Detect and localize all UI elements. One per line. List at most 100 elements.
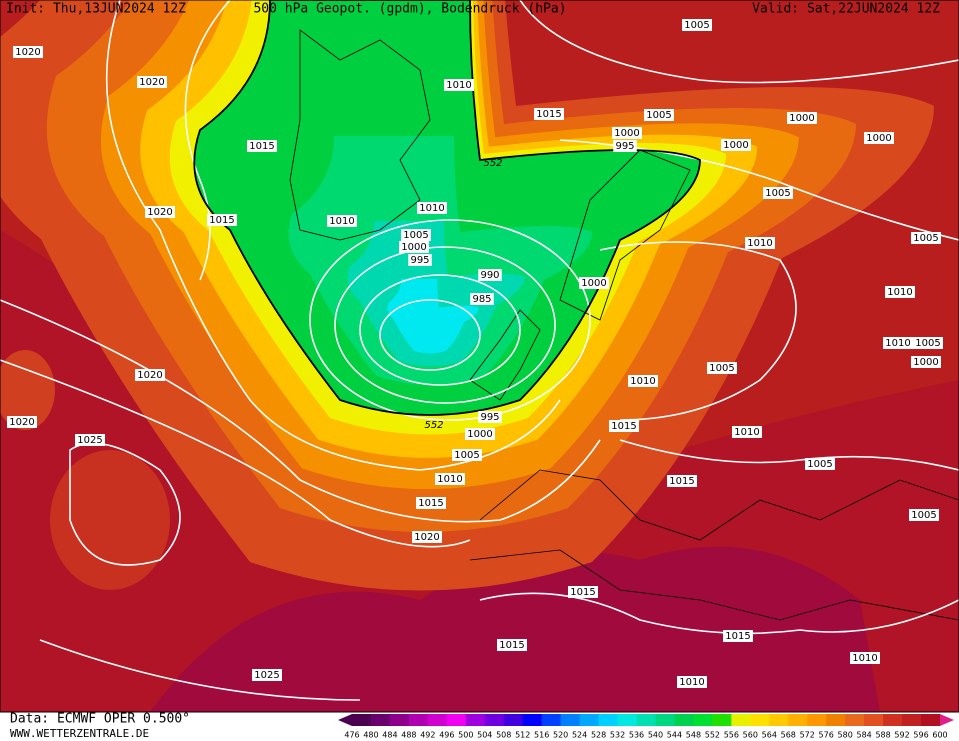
isobar [0,359,471,548]
isobar-label-box [478,411,502,423]
scale-label: 540 [648,731,663,740]
isobar-label-box [787,112,817,124]
isobar-label: 1005 [646,110,671,121]
scale-label: 504 [477,731,492,740]
scale-label: 484 [382,731,397,740]
scale-bin [731,714,751,726]
coastline [469,549,959,621]
isobar-label: 1000 [789,113,814,124]
isobar-label-box [470,293,494,305]
scale-label: 584 [856,731,871,740]
isobar-label: 1020 [414,532,439,543]
isobar-label: 1020 [9,417,34,428]
isobar-label: 1010 [734,427,759,438]
scale-label: 560 [743,731,758,740]
isobar-label: 1000 [866,133,891,144]
isobar [379,299,481,371]
scale-bin [693,714,713,726]
map-frame [0,0,959,713]
scale-label: 536 [629,731,644,740]
isobar-label: 1015 [536,109,561,120]
coastline [469,309,541,401]
scale-bin [807,714,827,726]
isobar-label-box [497,639,527,651]
isobar [334,246,556,404]
isobar-label-box [628,375,658,387]
isobar-label-box [13,46,43,58]
isobar [619,439,959,471]
isobar-label-box [707,362,737,374]
scale-bin [598,714,619,726]
isobar-label: 1020 [15,47,40,58]
isobar-label: 1000 [723,140,748,151]
map-area [0,0,959,712]
scale-bin [560,714,581,726]
isobar-label: 1015 [249,141,274,152]
isobar-label: 1020 [137,370,162,381]
isobar-label-box [911,356,941,368]
scale-bin [408,714,429,726]
map-title: 500 hPa Geopot. (gpdm), Bodendruck (hPa) [253,2,566,17]
isobar-label-box [399,241,429,253]
isobar-label: 1010 [630,376,655,387]
isobar-label-box [805,458,835,470]
isobar-label: 1005 [807,459,832,470]
scale-bin [883,714,903,726]
scale-label: 480 [363,731,378,740]
coastline [479,469,959,541]
isobar-label-box [612,127,642,139]
isobar-label-box [723,630,753,642]
isobar-label-box [864,132,894,144]
isobar-label: 1005 [765,188,790,199]
isobar-label-box [401,229,431,241]
isobar-label-box [327,215,357,227]
isobar-label-box [534,108,564,120]
isobar-label-box [435,473,465,485]
scale-label: 572 [800,731,815,740]
isobar-label-box [252,669,282,681]
isobar-label: 1010 [679,677,704,688]
scale-bin [750,714,770,726]
scale-bin [712,714,732,726]
scale-label: 524 [572,731,587,740]
isobar-label: 1015 [499,640,524,651]
isobar [105,0,561,471]
scale-bin [769,714,789,726]
isobar-label-box [682,19,712,31]
color-scale: 476 480 484 488 492 496 500 504 508 512 516 520 524 5… [338,714,954,740]
isobar-label: 995 [410,255,429,266]
init-time: Init: Thu,13JUN2024 12Z [6,2,186,17]
scale-label: 516 [534,731,549,740]
isobar-label-box [667,475,697,487]
isobar [39,639,361,701]
field-patch [50,450,170,590]
isobar-label: 1000 [581,278,606,289]
isobar-label: 995 [615,141,634,152]
isobar-label: 1000 [913,357,938,368]
isobar-label: 995 [480,412,499,423]
scale-label: 576 [819,731,834,740]
isobar-label: 1005 [913,233,938,244]
data-source: Data: ECMWF OPER 0.500° [10,712,190,727]
isobar-label-box [644,109,674,121]
isobar-label: 1010 [446,80,471,91]
scale-arrow-right [940,714,954,726]
isobar-label: 1000 [401,242,426,253]
scale-bin [370,714,391,726]
scale-label: 520 [553,731,568,740]
isobar-label: 1020 [147,207,172,218]
isobar-labels: 1020 1020 1015 1020 1015 1010 1010 1010 1015 1005… [7,19,943,688]
scale-bin [579,714,600,726]
contour-552 [193,0,701,416]
scale-label: 532 [610,731,625,740]
isobar-label: 1025 [254,670,279,681]
isobar-label-box [7,416,37,428]
isobar-label-box [207,214,237,226]
scale-label: 592 [894,731,909,740]
field-patch [0,350,55,430]
scale-bin [617,714,638,726]
scale-bin [921,714,941,726]
isobar-label: 1005 [684,20,709,31]
isobar-label-box [883,337,913,349]
scale-label: 552 [705,731,720,740]
